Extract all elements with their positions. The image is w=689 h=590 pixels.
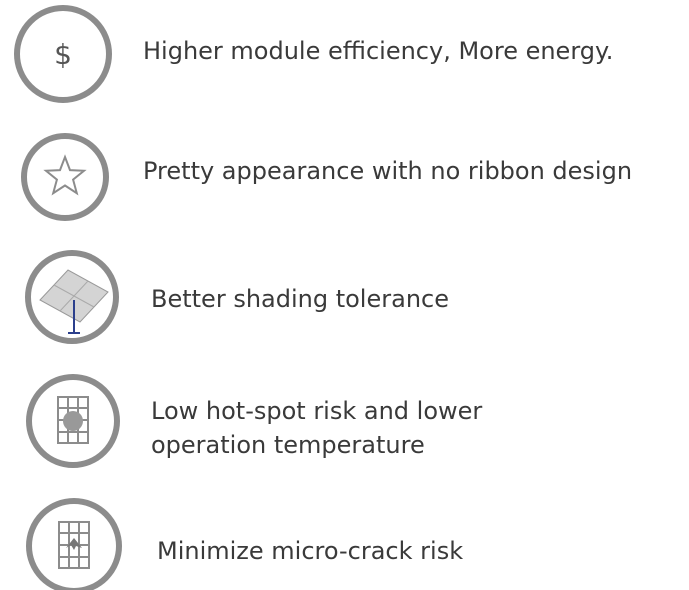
hotspot-icon: [57, 396, 89, 444]
dollar-icon: $: [54, 38, 72, 71]
feature-text: Minimize micro-crack risk: [157, 537, 463, 565]
feature-text: Low hot-spot risk and lower: [151, 397, 482, 425]
feature-text: Better shading tolerance: [151, 285, 449, 313]
icon-ring: [25, 250, 119, 344]
icon-ring: [26, 498, 122, 590]
feature-text: Higher module efficiency, More energy.: [143, 37, 613, 65]
crack-icon: [58, 521, 90, 569]
icon-ring: [26, 374, 120, 468]
icon-ring: [14, 5, 112, 103]
feature-text: Pretty appearance with no ribbon design: [143, 157, 632, 185]
icon-ring: [21, 133, 109, 221]
star-icon: [43, 154, 87, 196]
tracker-icon: [39, 269, 109, 334]
feature-text: operation temperature: [151, 431, 425, 459]
